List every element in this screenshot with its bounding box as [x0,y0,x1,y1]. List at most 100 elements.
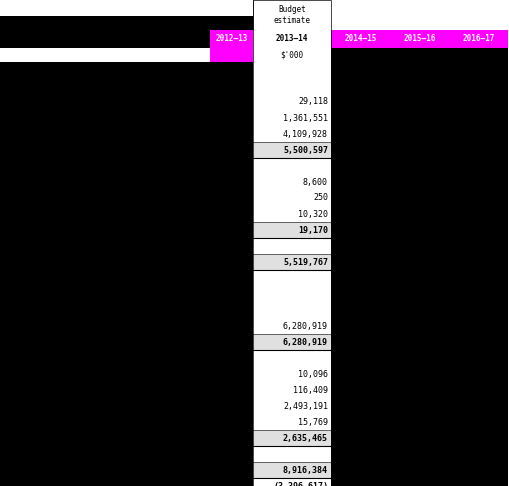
Bar [449,446,508,462]
Bar [0,254,253,270]
Bar [331,206,390,222]
Bar [331,238,390,254]
Bar [0,158,253,174]
Text: (3,396,617): (3,396,617) [273,482,328,486]
Bar [331,142,390,158]
Bar [331,94,390,110]
Bar [449,302,508,318]
Bar [253,222,331,238]
Bar [449,142,508,158]
Bar [390,302,449,318]
Bar [390,398,449,414]
Bar [390,62,449,78]
Bar [331,430,390,446]
Bar [390,110,449,126]
Bar [390,222,449,238]
Bar [253,48,331,62]
Bar [0,430,253,446]
Bar [390,430,449,446]
Bar [449,414,508,430]
Text: $'000: $'000 [280,51,303,59]
Bar [390,238,449,254]
Bar [390,78,449,94]
Bar [449,318,508,334]
Bar [449,190,508,206]
Text: 10,320: 10,320 [298,209,328,219]
Text: 2012–13: 2012–13 [215,35,248,44]
Bar [449,110,508,126]
Bar [331,62,390,78]
Bar [253,350,331,366]
Bar [331,126,390,142]
Bar [331,174,390,190]
Bar [0,126,253,142]
Bar [253,398,331,414]
Bar [331,350,390,366]
Bar [0,446,253,462]
Bar [253,0,331,30]
Bar [0,270,253,286]
Bar [449,222,508,238]
Text: 15,769: 15,769 [298,417,328,427]
Text: 2,493,191: 2,493,191 [283,401,328,411]
Bar [449,366,508,382]
Bar [449,126,508,142]
Bar [0,318,253,334]
Bar [0,350,253,366]
Bar [449,94,508,110]
Bar [331,222,390,238]
Bar [390,318,449,334]
Bar [331,48,390,62]
Text: 6,280,919: 6,280,919 [283,337,328,347]
Bar [449,286,508,302]
Bar [253,270,331,286]
Bar [449,0,508,30]
Bar [253,254,331,270]
Bar [449,206,508,222]
Bar [253,78,331,94]
Bar [390,382,449,398]
Bar [390,286,449,302]
Bar [253,126,331,142]
Bar [253,30,331,48]
Bar [0,334,253,350]
Text: 29,118: 29,118 [298,98,328,106]
Text: 4,109,928: 4,109,928 [283,129,328,139]
Bar [390,254,449,270]
Bar [390,142,449,158]
Bar [331,190,390,206]
Bar [253,462,331,478]
Bar [331,446,390,462]
Bar [0,174,253,190]
Bar [449,270,508,286]
Bar [390,0,449,30]
Bar [390,446,449,462]
Bar [253,158,331,174]
Bar [0,110,253,126]
Bar [253,334,331,350]
Bar [331,158,390,174]
Bar [449,334,508,350]
Bar [253,174,331,190]
Bar [0,62,253,78]
Bar [253,366,331,382]
Bar [0,462,253,478]
Bar [390,206,449,222]
Bar [390,270,449,286]
Bar [390,414,449,430]
Bar [390,478,449,486]
Bar [0,190,253,206]
Bar [0,398,253,414]
Bar [390,30,449,48]
Bar [449,254,508,270]
Bar [253,446,331,462]
Bar [390,190,449,206]
Bar [0,478,253,486]
Text: 5,500,597: 5,500,597 [283,145,328,155]
Bar [390,174,449,190]
Bar [390,462,449,478]
Bar [0,302,253,318]
Bar [0,142,253,158]
Bar [331,302,390,318]
Bar [253,62,331,78]
